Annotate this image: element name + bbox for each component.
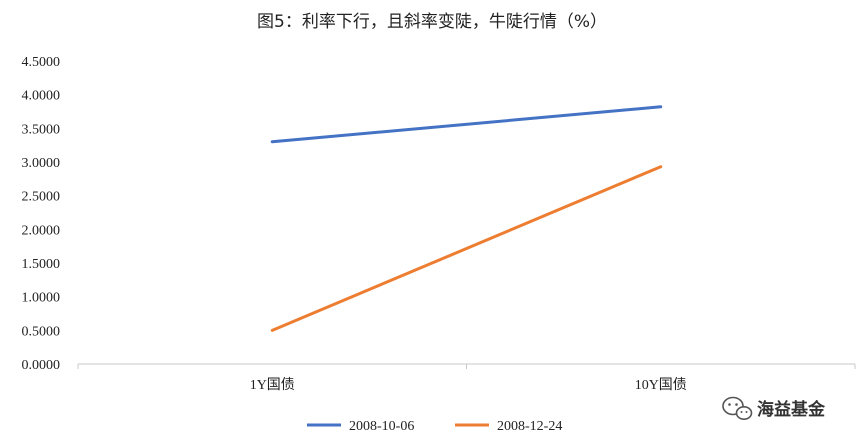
y-tick-label: 3.0000 [22,156,61,171]
chart-title: 图5：利率下行，且斜率变陡，牛陡行情（%） [257,12,607,32]
y-tick-label: 4.5000 [22,55,61,70]
y-axis-ticks: 0.0000 0.5000 1.0000 1.5000 2.0000 2.5000 3.00… [22,55,61,373]
wechat-icon [722,396,753,420]
y-tick-label: 0.0000 [22,358,61,373]
series-line [270,105,663,144]
watermark: 海益基金 [722,396,826,420]
y-tick-label: 4.0000 [22,89,61,104]
y-tick-label: 1.0000 [22,291,61,306]
legend-label: 2008-12-24 [497,419,562,434]
series-line [270,165,663,332]
y-tick-label: 3.5000 [22,122,61,137]
x-axis-ticks: 1Y国债 10Y国债 [77,364,856,393]
y-tick-label: 0.5000 [22,324,61,339]
y-tick-label: 2.5000 [22,190,61,205]
watermark-text: 海益基金 [757,399,826,420]
legend-label: 2008-10-06 [349,419,414,434]
series-lines [270,105,663,332]
x-tick-label: 10Y国债 [635,377,687,393]
legend: 2008-10-06 2008-12-24 [307,419,562,434]
x-tick-label: 1Y国债 [250,377,295,393]
y-tick-label: 1.5000 [22,257,61,272]
y-tick-label: 2.0000 [22,223,61,238]
